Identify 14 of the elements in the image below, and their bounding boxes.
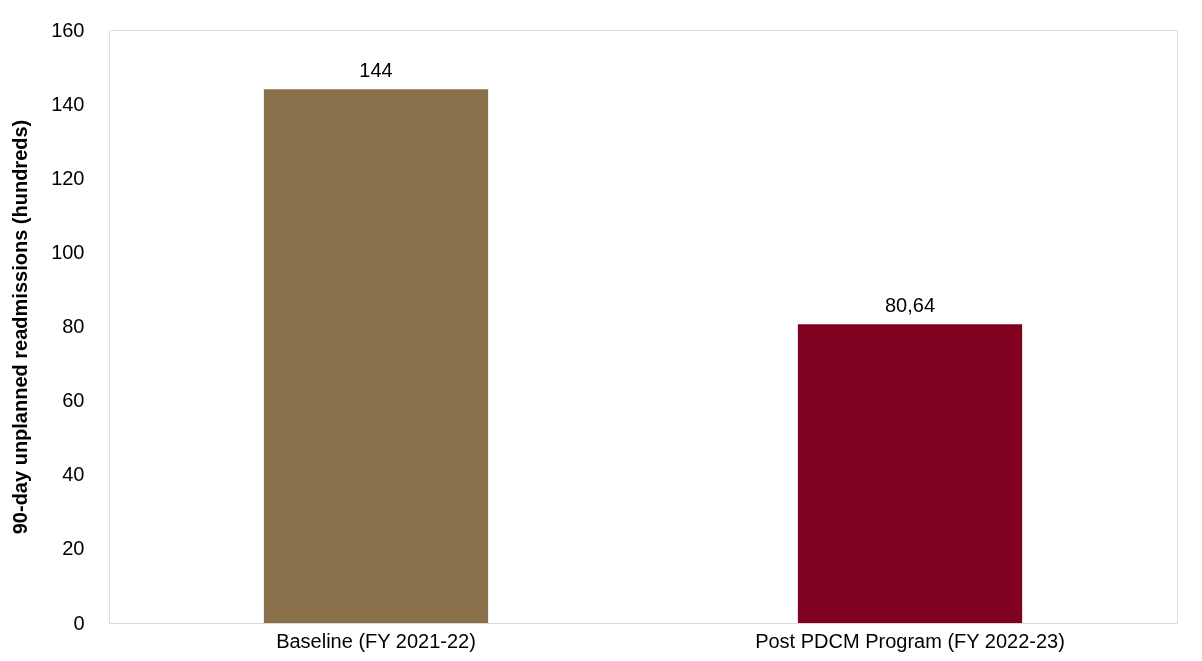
y-tick-label: 160 xyxy=(51,18,85,41)
y-tick-label: 120 xyxy=(51,166,85,189)
y-tick-label: 60 xyxy=(62,389,85,412)
y-tick-label: 40 xyxy=(62,463,85,486)
x-tick-label: Post PDCM Program (FY 2022-23) xyxy=(755,629,1065,652)
x-tick-label: Baseline (FY 2021-22) xyxy=(276,629,476,652)
y-tick-label: 100 xyxy=(51,240,85,263)
y-tick-label: 20 xyxy=(62,537,85,560)
y-axis-title: 90-day unplanned readmissions (hundreds) xyxy=(9,119,32,535)
y-tick-label: 0 xyxy=(73,611,85,634)
y-tick-label: 80 xyxy=(62,315,85,337)
data-label: 80,64 xyxy=(884,294,936,317)
y-tick-label: 140 xyxy=(51,92,85,115)
data-label: 144 xyxy=(359,59,393,82)
